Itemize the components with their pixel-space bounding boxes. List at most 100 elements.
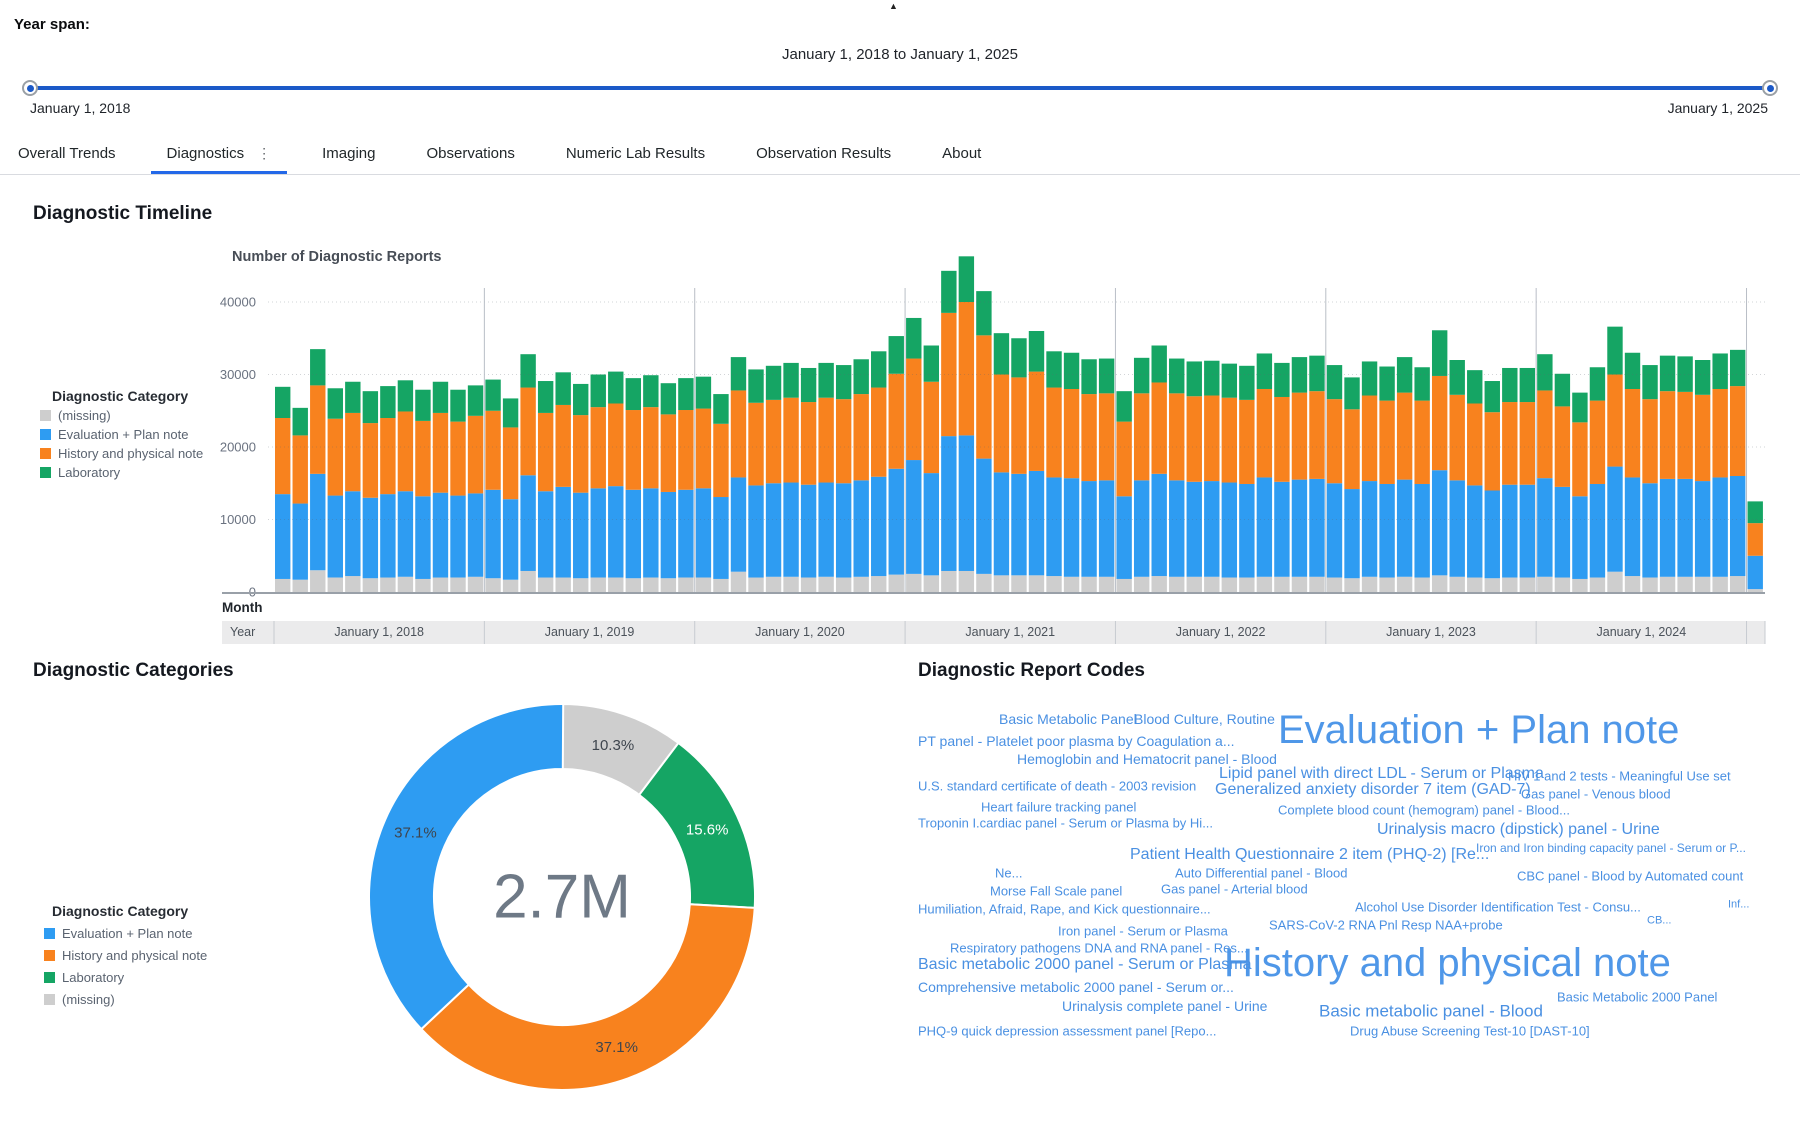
timeline-bar-segment[interactable] [1729, 476, 1746, 577]
timeline-bar-segment[interactable] [1537, 354, 1553, 391]
timeline-bar-segment[interactable] [1256, 353, 1273, 389]
timeline-bar-segment[interactable] [643, 407, 659, 489]
tab-observation-results[interactable]: Observation Results [740, 132, 907, 174]
timeline-bar-segment[interactable] [1046, 477, 1062, 577]
donut-slice[interactable] [368, 702, 565, 1031]
timeline-bar-segment[interactable] [1642, 577, 1658, 593]
report-code-word[interactable]: U.S. standard certificate of death - 200… [918, 778, 1197, 794]
timeline-bar-segment[interactable] [871, 387, 887, 477]
timeline-bar-segment[interactable] [1274, 576, 1290, 592]
timeline-bar-segment[interactable] [625, 578, 641, 593]
timeline-bar-segment[interactable] [1712, 477, 1728, 577]
report-code-word[interactable]: PHQ-9 quick depression assessment panel … [918, 1023, 1217, 1039]
timeline-bar-segment[interactable] [1221, 363, 1238, 398]
timeline-bar-segment[interactable] [327, 418, 343, 496]
timeline-bar-segment[interactable] [1256, 576, 1273, 592]
report-code-word[interactable]: Hemoglobin and Hematocrit panel - Blood [1017, 751, 1277, 767]
timeline-bar-segment[interactable] [275, 578, 291, 592]
timeline-bar-segment[interactable] [1572, 422, 1588, 497]
timeline-bar-segment[interactable] [432, 381, 449, 413]
timeline-bar-segment[interactable] [993, 374, 1010, 473]
timeline-bar-segment[interactable] [1712, 576, 1728, 592]
timeline-bar-segment[interactable] [1396, 479, 1413, 577]
timeline-bar-segment[interactable] [660, 414, 677, 492]
timeline-bar-segment[interactable] [1309, 576, 1325, 592]
timeline-bar-segment[interactable] [1186, 481, 1202, 577]
timeline-bar-segment[interactable] [310, 385, 326, 474]
timeline-bar-segment[interactable] [573, 415, 589, 493]
timeline-bar-segment[interactable] [1712, 353, 1728, 389]
timeline-bar-segment[interactable] [1116, 421, 1132, 497]
timeline-bar-segment[interactable] [275, 386, 291, 418]
timeline-bar-segment[interactable] [1449, 394, 1465, 481]
timeline-bar-segment[interactable] [1169, 576, 1185, 592]
report-code-word[interactable]: SARS-CoV-2 RNA Pnl Resp NAA+probe [1269, 917, 1503, 933]
timeline-bar-segment[interactable] [660, 383, 677, 415]
timeline-bar-segment[interactable] [625, 489, 641, 579]
timeline-bar-segment[interactable] [1291, 576, 1308, 592]
timeline-bar-segment[interactable] [941, 570, 957, 593]
timeline-bar-segment[interactable] [1221, 482, 1238, 578]
timeline-bar-segment[interactable] [1221, 397, 1238, 483]
timeline-bar-segment[interactable] [1554, 373, 1571, 407]
report-code-word[interactable]: Complete blood count (hemogram) panel - … [1278, 802, 1570, 818]
timeline-bar-segment[interactable] [1326, 483, 1343, 578]
timeline-bar-segment[interactable] [520, 387, 536, 476]
timeline-bar-segment[interactable] [818, 482, 834, 577]
timeline-bar-segment[interactable] [783, 397, 799, 483]
timeline-bar-segment[interactable] [292, 435, 308, 504]
year-slider-track[interactable] [30, 86, 1770, 90]
report-code-word[interactable]: Alcohol Use Disorder Identification Test… [1355, 899, 1641, 915]
timeline-bar-segment[interactable] [1309, 391, 1325, 479]
timeline-bar-segment[interactable] [695, 408, 712, 489]
timeline-bar-segment[interactable] [1729, 386, 1746, 476]
timeline-bar-segment[interactable] [1361, 395, 1378, 482]
timeline-bar-segment[interactable] [1081, 481, 1097, 577]
timeline-bar-segment[interactable] [1239, 483, 1255, 578]
timeline-bar-segment[interactable] [1694, 481, 1711, 577]
report-code-word[interactable]: Gas panel - Arterial blood [1161, 881, 1308, 897]
timeline-bar-segment[interactable] [1028, 331, 1045, 372]
timeline-bar-segment[interactable] [660, 491, 677, 579]
timeline-bar-segment[interactable] [1151, 473, 1167, 577]
timeline-bar-segment[interactable] [1624, 352, 1641, 389]
timeline-bar-segment[interactable] [1642, 483, 1658, 578]
timeline-bar-segment[interactable] [818, 397, 834, 483]
timeline-bar-segment[interactable] [976, 573, 992, 593]
timeline-bar-segment[interactable] [1554, 406, 1571, 487]
timeline-bar-segment[interactable] [397, 411, 414, 492]
timeline-bar-segment[interactable] [1063, 576, 1080, 592]
timeline-bar-segment[interactable] [415, 420, 431, 497]
timeline-bar-segment[interactable] [1133, 393, 1150, 481]
timeline-bar-segment[interactable] [1046, 387, 1062, 478]
timeline-bar-segment[interactable] [678, 378, 694, 411]
timeline-bar-segment[interactable] [1081, 394, 1097, 482]
timeline-bar-segment[interactable] [520, 570, 536, 593]
timeline-bar-segment[interactable] [1011, 377, 1027, 474]
report-code-word[interactable]: Respiratory pathogens DNA and RNA panel … [950, 940, 1248, 956]
timeline-bar-segment[interactable] [1081, 576, 1097, 592]
timeline-bar-segment[interactable] [1344, 377, 1360, 410]
timeline-bar-segment[interactable] [467, 493, 484, 577]
timeline-bar-segment[interactable] [1204, 395, 1220, 482]
timeline-bar-segment[interactable] [888, 574, 904, 592]
timeline-bar-segment[interactable] [1589, 400, 1606, 484]
timeline-bar-segment[interactable] [941, 270, 957, 313]
timeline-bar-segment[interactable] [643, 488, 659, 578]
timeline-bar-segment[interactable] [1624, 389, 1641, 478]
timeline-bar-segment[interactable] [555, 486, 571, 578]
timeline-bar-segment[interactable] [1169, 480, 1185, 577]
report-code-word[interactable]: CBC panel - Blood by Automated count [1517, 868, 1744, 884]
tab-diagnostics[interactable]: Diagnostics ⋮ [151, 132, 288, 174]
timeline-bar-segment[interactable] [1572, 578, 1588, 592]
timeline-bar-segment[interactable] [1431, 375, 1448, 471]
timeline-bar-segment[interactable] [1467, 577, 1483, 593]
timeline-bar-segment[interactable] [555, 404, 571, 487]
timeline-bar-segment[interactable] [1011, 575, 1027, 592]
timeline-bar-segment[interactable] [1694, 360, 1711, 395]
timeline-bar-segment[interactable] [695, 376, 712, 409]
timeline-bar-segment[interactable] [345, 412, 361, 492]
timeline-bar-segment[interactable] [380, 494, 396, 578]
timeline-bar-segment[interactable] [292, 579, 308, 593]
report-code-word[interactable]: Basic Metabolic 2000 Panel [1557, 989, 1718, 1005]
